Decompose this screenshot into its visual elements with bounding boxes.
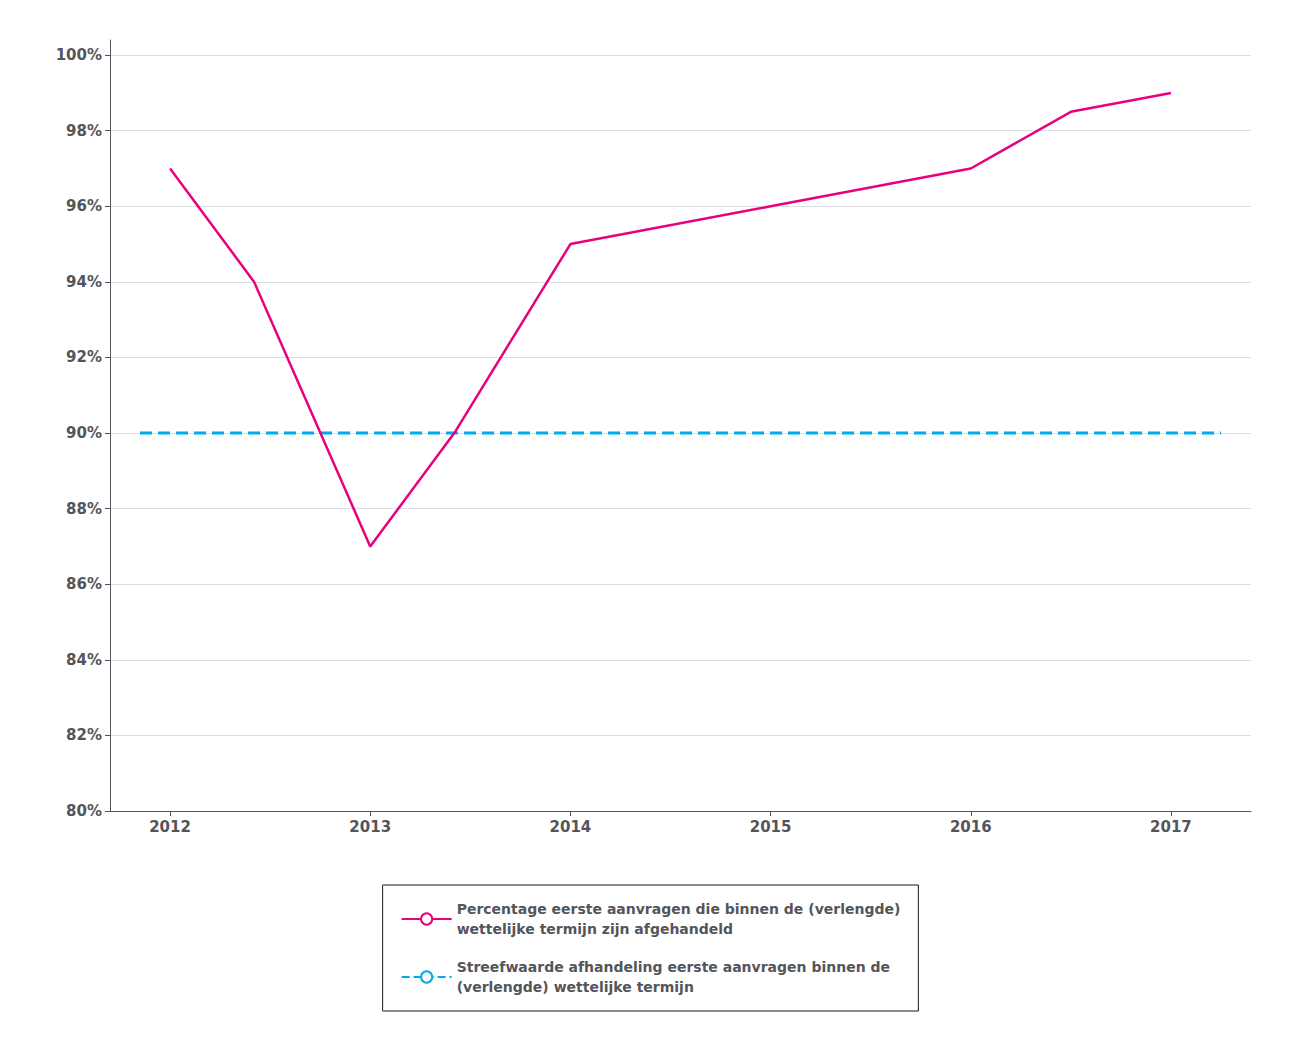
svg-text:92%: 92% xyxy=(66,348,102,366)
svg-text:82%: 82% xyxy=(66,726,102,744)
svg-text:wettelijke termijn zijn afgeha: wettelijke termijn zijn afgehandeld xyxy=(457,921,734,937)
svg-text:2016: 2016 xyxy=(950,818,992,836)
svg-text:96%: 96% xyxy=(66,197,102,215)
svg-text:90%: 90% xyxy=(66,424,102,442)
svg-text:2012: 2012 xyxy=(149,818,191,836)
svg-text:84%: 84% xyxy=(66,651,102,669)
svg-text:(verlengde) wettelijke termijn: (verlengde) wettelijke termijn xyxy=(457,979,694,995)
svg-text:100%: 100% xyxy=(56,46,102,64)
svg-text:88%: 88% xyxy=(66,500,102,518)
svg-text:Streefwaarde afhandeling eerst: Streefwaarde afhandeling eerste aanvrage… xyxy=(457,959,890,975)
svg-text:Percentage eerste aanvragen di: Percentage eerste aanvragen die binnen d… xyxy=(457,901,901,917)
svg-text:2014: 2014 xyxy=(550,818,592,836)
svg-text:2013: 2013 xyxy=(349,818,391,836)
svg-text:86%: 86% xyxy=(66,575,102,593)
svg-text:98%: 98% xyxy=(66,122,102,140)
svg-text:2015: 2015 xyxy=(750,818,792,836)
svg-text:2017: 2017 xyxy=(1150,818,1192,836)
svg-text:80%: 80% xyxy=(66,802,102,820)
svg-text:94%: 94% xyxy=(66,273,102,291)
